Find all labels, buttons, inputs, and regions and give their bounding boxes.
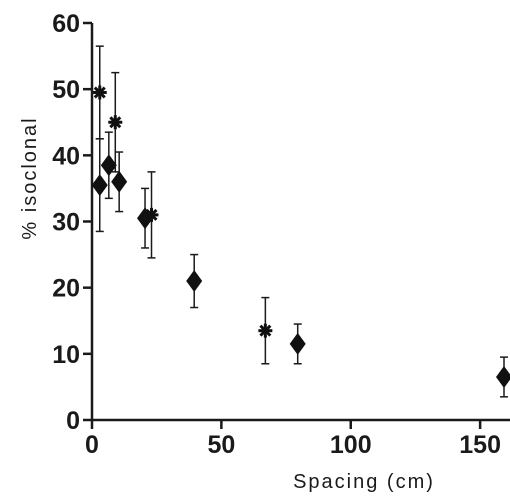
data-points: [91, 45, 510, 398]
diamond-point: [91, 138, 108, 233]
asterisk-point: [144, 171, 159, 259]
x-tick-label: 100: [330, 431, 372, 459]
diamond-marker: [91, 174, 108, 197]
diamond-point: [111, 151, 128, 213]
x-tick-label: 0: [85, 431, 99, 459]
asterisk-stroke: [109, 116, 122, 129]
diamond-marker: [289, 332, 306, 355]
asterisk-stroke: [93, 86, 106, 99]
asterisk-stroke: [259, 324, 272, 337]
x-tick-label: 150: [459, 431, 501, 459]
x-tick-label: 50: [207, 431, 235, 459]
diamond-point: [496, 356, 510, 398]
diamond-marker: [111, 170, 128, 193]
y-axis-label: % isoclonal: [19, 116, 41, 239]
y-tick-label: 10: [52, 341, 80, 369]
diamond-point: [100, 131, 117, 200]
diamond-point: [289, 323, 306, 365]
axes: [90, 23, 510, 422]
asterisk-stroke: [145, 208, 158, 221]
y-tick-label: 40: [52, 142, 80, 170]
asterisk-point: [92, 45, 107, 140]
asterisk-point: [108, 71, 123, 173]
asterisk-point: [258, 296, 273, 365]
ticks: 0 10 20 30 40 50 60 0 50 100 150: [52, 10, 501, 459]
diamond-marker: [100, 154, 117, 177]
y-tick-label: 50: [52, 76, 80, 104]
diamond-marker: [186, 270, 203, 293]
y-tick-label: 60: [52, 10, 80, 38]
diamond-point: [186, 253, 203, 309]
y-tick-label: 30: [52, 209, 80, 237]
diamond-marker: [496, 365, 510, 388]
y-tick-label: 0: [66, 407, 80, 435]
y-tick-label: 20: [52, 275, 80, 303]
x-axis-label: Spacing (cm): [293, 471, 435, 493]
